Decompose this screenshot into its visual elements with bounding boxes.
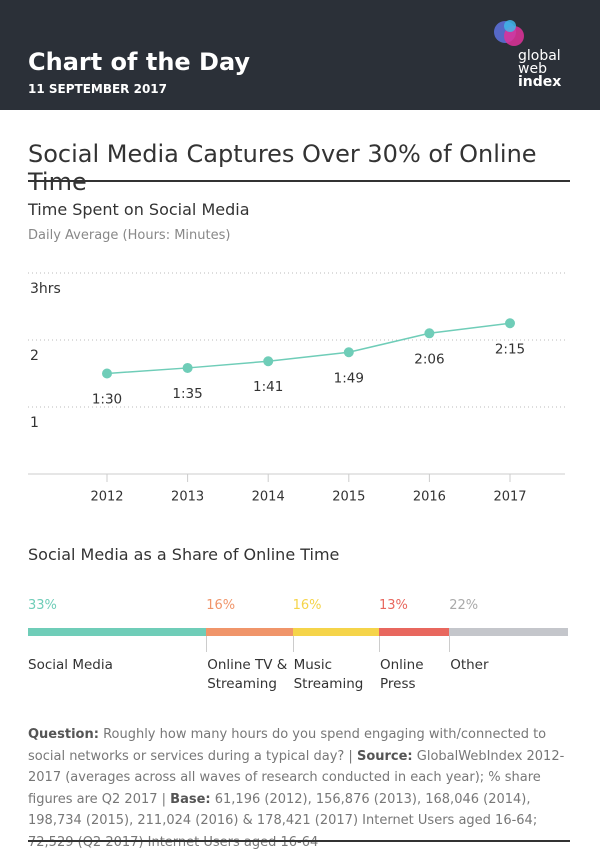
bar-segment <box>379 628 450 636</box>
footnote-text: GlobalWebIndex 2012-2017 (averages acros… <box>28 748 565 807</box>
y-tick-label: 1 <box>30 415 39 431</box>
value-label: 1:41 <box>253 379 283 395</box>
point <box>505 318 515 329</box>
value-label: 16% <box>206 598 236 613</box>
bar-segment <box>206 628 293 636</box>
bar-segment <box>292 628 379 636</box>
value-label: 1:35 <box>172 386 202 402</box>
separator <box>379 636 380 652</box>
header <box>0 0 600 110</box>
line <box>106 322 511 375</box>
logo-icon <box>494 20 524 46</box>
footnote-text: Roughly how many hours do you spend enga… <box>28 727 547 764</box>
header-title: Chart of the Day <box>28 48 251 76</box>
header-date: 11 SEPTEMBER 2017 <box>28 82 167 96</box>
footnote-label: Question: <box>28 727 99 742</box>
y-tick-label: 3hrs <box>30 281 61 297</box>
bar-segment <box>28 628 207 636</box>
separator <box>206 636 208 652</box>
category-label: Music Streaming <box>293 657 364 692</box>
x-tick-label: 2014 <box>252 490 285 505</box>
value-label: 22% <box>449 598 479 613</box>
line-chart: 1 2 3hrs 2012 2013 2014 2015 2016 2017 1:30 1:35 1:… <box>28 272 565 505</box>
headline: Social Media Captures Over 30% of Online… <box>28 140 537 196</box>
category-label: Online TV & Streaming <box>207 657 288 692</box>
footnote-label: Base: <box>170 791 211 807</box>
x-tick-label: 2017 <box>493 490 526 505</box>
logo-word: global <box>518 48 561 64</box>
bar-segment <box>449 628 568 636</box>
value-label: 2:15 <box>495 341 525 357</box>
point <box>182 362 193 373</box>
point <box>424 328 435 339</box>
category-label: Online Press <box>380 657 424 692</box>
x-tick-label: 2016 <box>413 490 446 505</box>
divider <box>28 180 570 182</box>
value-label: 16% <box>292 598 322 613</box>
value-label: 33% <box>28 598 57 613</box>
x-tick-label: 2013 <box>171 490 204 505</box>
point <box>263 356 274 367</box>
point <box>343 347 354 358</box>
chart-subtitle: Daily Average (Hours: Minutes) <box>28 228 231 243</box>
value-label: 1:49 <box>334 370 364 386</box>
y-tick-label: 2 <box>30 348 39 364</box>
footnote-label: Source: <box>356 748 413 764</box>
footnote: Question: Roughly how many hours do you … <box>28 724 568 853</box>
value-label: 2:06 <box>414 351 444 367</box>
category-label: Social Media <box>28 657 113 673</box>
x-tick-label: 2012 <box>90 490 123 505</box>
chart-title: Social Media as a Share of Online Time <box>28 545 340 564</box>
separator <box>449 636 451 652</box>
divider <box>28 840 570 842</box>
x-tick-label: 2015 <box>332 490 365 505</box>
value-label: 1:30 <box>92 392 122 408</box>
category-label: Other <box>450 657 489 673</box>
value-label: 13% <box>379 598 408 613</box>
logo-text: global web index <box>518 48 562 90</box>
footnote-text: 61,196 (2012), 156,876 (2013), 168,046 (… <box>28 791 538 850</box>
logo-word: web <box>518 61 547 77</box>
logo-word: index <box>518 74 562 90</box>
separator <box>292 636 294 652</box>
point <box>102 368 112 379</box>
chart-title: Time Spent on Social Media <box>28 200 250 219</box>
